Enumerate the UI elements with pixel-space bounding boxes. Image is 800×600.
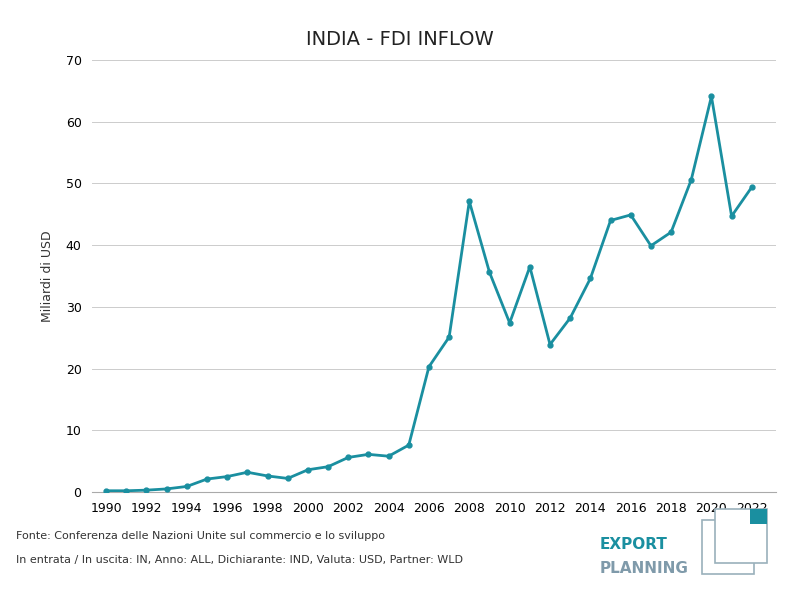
Y-axis label: Miliardi di USD: Miliardi di USD [42, 230, 54, 322]
Text: PLANNING: PLANNING [600, 561, 689, 576]
Text: In entrata / In uscita: IN, Anno: ALL, Dichiarante: IND, Valuta: USD, Partner: W: In entrata / In uscita: IN, Anno: ALL, D… [16, 555, 463, 565]
FancyBboxPatch shape [715, 509, 767, 563]
Text: INDIA - FDI INFLOW: INDIA - FDI INFLOW [306, 30, 494, 49]
Text: EXPORT: EXPORT [600, 537, 668, 552]
FancyBboxPatch shape [702, 520, 754, 574]
Text: Fonte: Conferenza delle Nazioni Unite sul commercio e lo sviluppo: Fonte: Conferenza delle Nazioni Unite su… [16, 531, 385, 541]
FancyBboxPatch shape [750, 509, 767, 524]
